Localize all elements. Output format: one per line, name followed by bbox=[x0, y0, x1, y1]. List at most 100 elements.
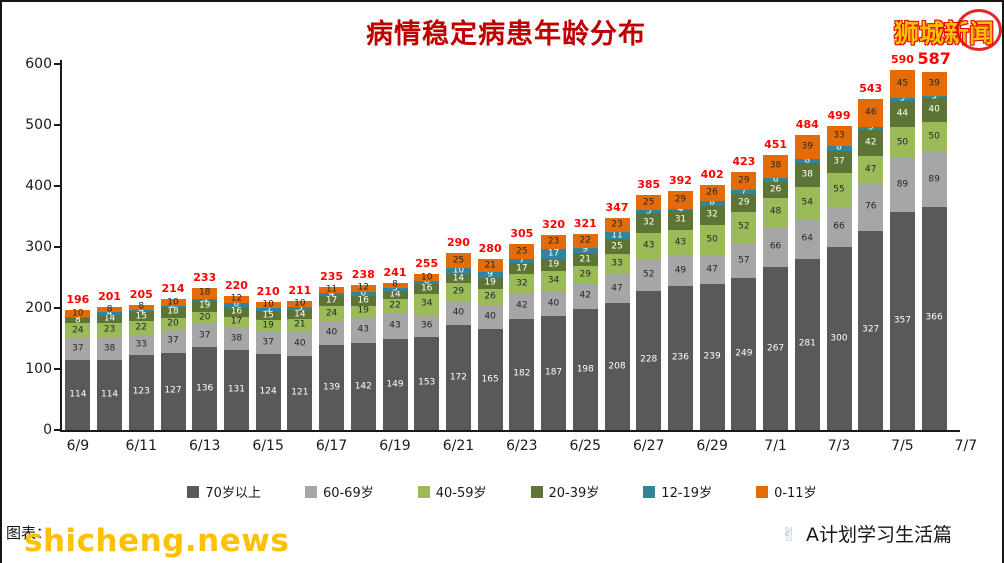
segment-value-label: 5 bbox=[392, 283, 398, 294]
bar-segment-age-0-11: 12 bbox=[350, 282, 376, 293]
bar-6-25: 198 42 29 21 9 22 bbox=[572, 64, 598, 430]
segment-value-label: 34 bbox=[420, 298, 433, 309]
bar-segment-age-20-39: 16 bbox=[414, 283, 440, 294]
legend-item-age-0-11: 0-11岁 bbox=[756, 482, 817, 501]
bar-total-label: 484 bbox=[795, 117, 819, 131]
bar-segment-age-0-11: 33 bbox=[826, 125, 852, 146]
bar-segment-age-12-19: 10 bbox=[445, 266, 471, 275]
segment-value-label: 5 bbox=[867, 122, 874, 133]
bar-segment-age-20-39: 19 bbox=[192, 300, 218, 313]
bar-total-label: 210 bbox=[256, 284, 280, 298]
bar-6-20: 153 36 34 16 6 10 bbox=[414, 64, 440, 430]
bar-segment-age-40-59: 22 bbox=[382, 299, 408, 313]
bar-segment-age-70-plus: 239 bbox=[699, 284, 725, 430]
x-axis-tick-label: 6/13 bbox=[188, 438, 221, 454]
bar-segment-age-20-39: 44 bbox=[889, 100, 915, 128]
bar-segment-age-70-plus: 149 bbox=[382, 339, 408, 430]
bar-6-12: 127 37 20 18 2 10 bbox=[160, 64, 186, 430]
segment-value-label: 47 bbox=[864, 164, 877, 175]
segment-value-label: 42 bbox=[579, 290, 591, 301]
bar-segment-age-60-69: 43 bbox=[382, 312, 408, 340]
bar-total-label: 241 bbox=[383, 266, 407, 279]
segment-value-label: 8 bbox=[836, 142, 842, 153]
segment-value-label: 16 bbox=[420, 283, 433, 294]
bar-segment-age-20-39: 29 bbox=[731, 193, 757, 212]
segment-value-label: 43 bbox=[642, 240, 655, 251]
y-axis-tick bbox=[54, 307, 60, 309]
segment-value-label: 127 bbox=[164, 385, 182, 396]
segment-value-label: 22 bbox=[135, 322, 147, 333]
bar-segment-age-20-39: 17 bbox=[509, 263, 535, 274]
footer-channel-text: A计划学习生活篇 bbox=[806, 524, 952, 546]
bar-segment-age-0-11: 23 bbox=[541, 234, 567, 249]
bar-segment-age-12-19: 6 bbox=[763, 175, 789, 184]
segment-value-label: 249 bbox=[735, 348, 753, 359]
bar-6-23: 182 42 32 17 7 25 bbox=[509, 64, 535, 430]
segment-value-label: 32 bbox=[516, 278, 528, 289]
segment-value-label: 39 bbox=[801, 141, 813, 152]
segment-value-label: 12 bbox=[357, 282, 369, 293]
bar-segment-age-0-11: 26 bbox=[699, 184, 725, 201]
x-axis-tick-label: 6/17 bbox=[315, 438, 348, 454]
bar-total-label: 402 bbox=[700, 167, 724, 181]
bar-segment-age-0-11: 11 bbox=[319, 284, 345, 295]
bar-segment-age-0-11: 10 bbox=[414, 273, 440, 282]
legend-swatch bbox=[756, 485, 769, 498]
bar-segment-age-70-plus: 249 bbox=[731, 278, 757, 430]
bar-segment-age-20-39: 8 bbox=[65, 316, 91, 325]
y-axis-tick bbox=[54, 246, 60, 248]
bar-total-label: 451 bbox=[764, 137, 788, 151]
segment-value-label: 3 bbox=[74, 311, 81, 322]
segment-value-label: 11 bbox=[325, 284, 338, 295]
bar-total-label: 201 bbox=[98, 290, 122, 304]
segment-value-label: 22 bbox=[389, 300, 401, 311]
segment-value-label: 198 bbox=[576, 364, 594, 375]
segment-value-label: 40 bbox=[547, 298, 560, 309]
bar-segment-age-60-69: 40 bbox=[477, 304, 503, 330]
segment-value-label: 16 bbox=[230, 306, 243, 317]
bar-segment-age-0-11: 22 bbox=[572, 234, 598, 248]
bar-7-2: 281 64 54 38 8 39 bbox=[794, 64, 820, 430]
x-axis-tick-label: 6/19 bbox=[379, 438, 411, 454]
bar-segment-age-12-19: 9 bbox=[572, 245, 598, 254]
bar-segment-age-0-11: 39 bbox=[921, 71, 947, 96]
bar-segment-age-0-11: 10 bbox=[160, 298, 186, 307]
segment-value-label: 19 bbox=[484, 277, 496, 288]
segment-value-label: 8 bbox=[392, 279, 398, 290]
x-axis-line bbox=[60, 430, 960, 432]
x-axis-tick-label: 6/23 bbox=[506, 438, 538, 454]
shicheng-news-url-watermark: shicheng.news bbox=[24, 523, 290, 559]
segment-value-label: 66 bbox=[769, 241, 782, 252]
bar-segment-age-60-69: 40 bbox=[541, 291, 567, 316]
bar-segment-age-70-plus: 142 bbox=[350, 343, 376, 430]
bar-segment-age-40-59: 22 bbox=[128, 321, 154, 335]
bar-segment-age-0-11: 29 bbox=[731, 171, 757, 190]
bar-segment-age-40-59: 23 bbox=[97, 323, 123, 338]
segment-value-label: 38 bbox=[230, 333, 243, 343]
bar-segment-age-0-11: 25 bbox=[445, 253, 471, 269]
x-axis-tick-label: 6/29 bbox=[696, 438, 728, 454]
segment-value-label: 123 bbox=[132, 386, 150, 397]
segment-value-label: 7 bbox=[740, 186, 747, 197]
bar-segment-age-0-11: 8 bbox=[128, 302, 154, 311]
segment-value-label: 50 bbox=[928, 131, 940, 142]
segment-value-label: 26 bbox=[484, 291, 496, 302]
segment-value-label: 14 bbox=[294, 309, 306, 320]
segment-value-label: 38 bbox=[103, 343, 116, 354]
shicheng-news-logo: 狮城新闻 bbox=[894, 9, 1002, 51]
bar-segment-age-60-69: 47 bbox=[699, 255, 725, 285]
segment-value-label: 29 bbox=[579, 269, 591, 280]
bar-segment-age-20-39: 14 bbox=[382, 290, 408, 300]
bar-segment-age-20-39: 19 bbox=[541, 259, 567, 271]
bar-segment-age-20-39: 14 bbox=[445, 274, 471, 283]
segment-value-label: 3 bbox=[931, 91, 937, 102]
y-axis-tick-label: 100 bbox=[25, 361, 52, 377]
bar-total-label: 392 bbox=[668, 173, 692, 187]
bar-segment-age-40-59: 20 bbox=[160, 317, 186, 330]
segment-value-label: 52 bbox=[642, 269, 655, 280]
bar-6-26: 208 47 33 25 11 23 bbox=[604, 64, 630, 430]
bar-segment-age-70-plus: 123 bbox=[128, 354, 154, 430]
segment-value-label: 14 bbox=[103, 313, 116, 324]
bar-6-24: 187 40 34 19 17 23 bbox=[541, 64, 567, 430]
segment-value-label: 25 bbox=[642, 197, 655, 208]
